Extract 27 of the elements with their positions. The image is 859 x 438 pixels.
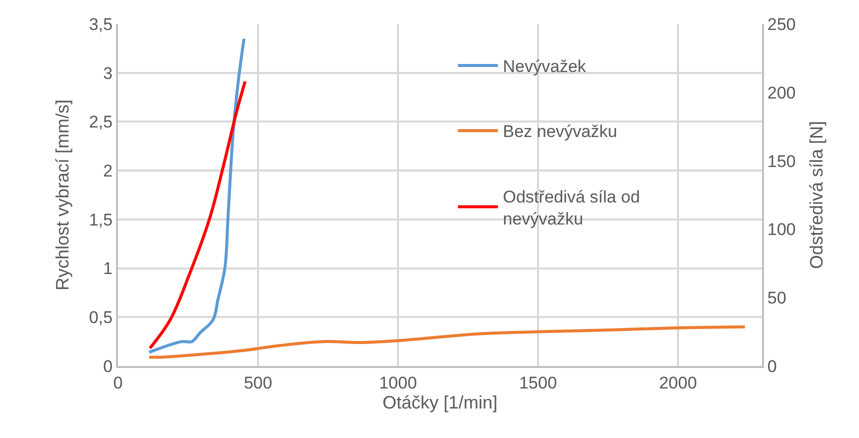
y-tick-label: 3 [103,64,113,83]
legend-label: Nevývažek [502,57,587,76]
x-tick-label: 2000 [659,373,697,392]
legend-label: Odstředivá síla od nevývažku [502,187,640,228]
y2-tick-label: 0 [767,356,777,376]
y2-tick-label: 250 [767,14,796,34]
x-tick-label: 1500 [519,373,557,392]
y2-tick-label: 50 [767,288,786,308]
y2-axis-title: Odstředivá síla [N] [806,120,826,270]
y-tick-label: 3,5 [88,14,113,34]
x-tick-label: 500 [244,373,272,392]
line-series [148,325,746,359]
x-tick-label: 1000 [379,373,417,392]
y-tick-label: 0,5 [88,308,113,328]
y-tick-label: 0 [103,356,113,376]
line-series [148,80,247,350]
y-tick-label: 1 [103,259,113,278]
y-tick-label: 1,5 [88,210,113,230]
x-axis-title: Otáčky [1/min] [382,392,498,412]
y-axis-title: Rychlost vybrací [mm/s] [52,99,73,291]
y-tick-label: 2 [103,162,113,181]
y2-tick-label: 150 [767,152,796,171]
y-tick-label: 2,5 [88,112,113,132]
y2-tick-label: 100 [767,220,796,240]
y2-tick-label: 200 [767,83,796,102]
line-series [148,37,246,354]
legend-label: Bez nevývažku [502,122,618,142]
